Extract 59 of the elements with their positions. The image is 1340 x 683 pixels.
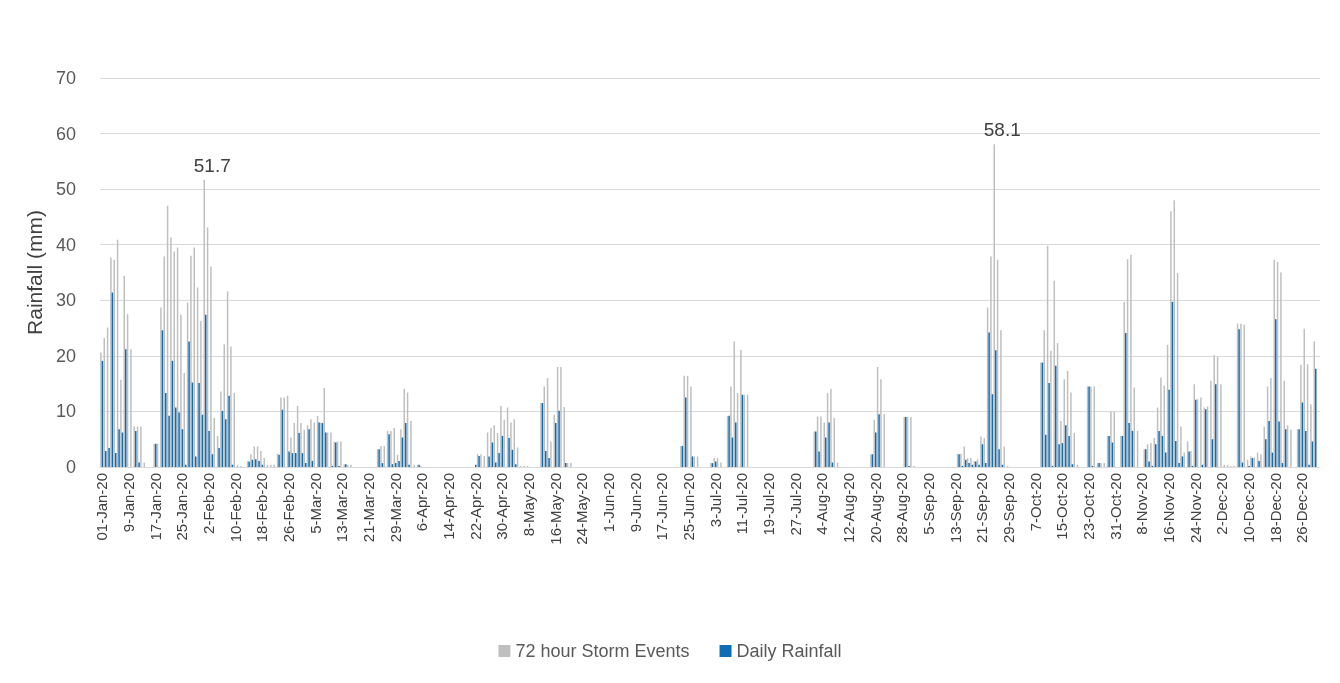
- x-tick-label: 16-May-20: [546, 473, 564, 545]
- x-tick-label: 26-Feb-20: [279, 473, 297, 543]
- x-tick-label: 17-Jun-20: [653, 473, 671, 541]
- x-tick-label: 5-Mar-20: [306, 473, 324, 534]
- x-tick-label: 13-Mar-20: [333, 473, 351, 543]
- x-tick-label: 31-Oct-20: [1106, 473, 1124, 540]
- legend-label: 72 hour Storm Events: [515, 641, 690, 661]
- x-tick-label: 3-Jul-20: [706, 473, 724, 528]
- x-tick-label: 17-Jan-20: [146, 473, 164, 541]
- x-tick-label: 30-Apr-20: [493, 473, 511, 540]
- x-tick-label: 29-Mar-20: [386, 473, 404, 543]
- x-tick-label: 23-Oct-20: [1079, 473, 1097, 540]
- x-tick-label: 19-Jul-20: [759, 473, 777, 536]
- x-tick-label: 8-May-20: [519, 473, 537, 537]
- x-tick-label: 26-Dec-20: [1293, 473, 1311, 544]
- x-tick-label: 25-Jan-20: [173, 473, 191, 541]
- x-tick-label: 15-Oct-20: [1053, 473, 1071, 540]
- x-tick-label: 18-Feb-20: [253, 473, 271, 543]
- x-tick-label: 27-Jul-20: [786, 473, 804, 536]
- data-label: 58.1: [983, 119, 1021, 141]
- x-tick-label: 22-Apr-20: [466, 473, 484, 540]
- x-tick-label: 21-Sep-20: [973, 473, 991, 544]
- legend-label: Daily Rainfall: [736, 641, 842, 661]
- x-tick-label: 20-Aug-20: [866, 473, 884, 544]
- x-tick-label: 01-Jan-20: [93, 473, 111, 541]
- x-tick-label: 4-Aug-20: [813, 473, 831, 535]
- x-tick-label: 12-Aug-20: [839, 473, 857, 544]
- x-tick-label: 11-Jul-20: [733, 473, 751, 535]
- data-label: 51.7: [193, 154, 231, 176]
- x-tick-label: 2-Dec-20: [1213, 473, 1231, 535]
- y-tick-label: 0: [65, 457, 76, 477]
- x-tick-label: 24-May-20: [573, 473, 591, 545]
- x-tick-label: 21-Mar-20: [359, 473, 377, 543]
- x-tick-label: 8-Nov-20: [1133, 473, 1151, 535]
- y-axis-title: Rainfall (mm): [23, 210, 46, 335]
- y-tick-label: 20: [55, 345, 76, 366]
- y-tick-label: 50: [55, 179, 76, 200]
- x-tick-label: 10-Dec-20: [1239, 473, 1257, 544]
- x-tick-label: 24-Nov-20: [1186, 473, 1204, 544]
- x-tick-label: 18-Dec-20: [1266, 473, 1284, 544]
- x-tick-label: 6-Apr-20: [413, 473, 431, 532]
- x-tick-label: 25-Jun-20: [679, 473, 697, 541]
- y-tick-label: 40: [55, 234, 76, 255]
- x-tick-label: 9-Jan-20: [119, 473, 137, 533]
- x-tick-label: 28-Aug-20: [893, 473, 911, 544]
- y-tick-label: 30: [55, 290, 76, 311]
- x-tick-label: 10-Feb-20: [226, 473, 244, 543]
- x-tick-label: 1-Jun-20: [599, 473, 617, 533]
- x-tick-label: 5-Sep-20: [919, 473, 937, 535]
- x-tick-label: 7-Oct-20: [1026, 473, 1044, 532]
- y-tick-label: 10: [55, 401, 76, 422]
- x-tick-label: 16-Nov-20: [1159, 473, 1177, 544]
- y-tick-label: 60: [55, 123, 76, 144]
- x-tick-label: 9-Jun-20: [626, 473, 644, 533]
- x-tick-label: 13-Sep-20: [946, 473, 964, 544]
- x-tick-label: 14-Apr-20: [439, 473, 457, 540]
- y-tick-label: 70: [55, 68, 76, 88]
- x-tick-label: 29-Sep-20: [999, 473, 1017, 544]
- x-tick-label: 2-Feb-20: [199, 473, 217, 534]
